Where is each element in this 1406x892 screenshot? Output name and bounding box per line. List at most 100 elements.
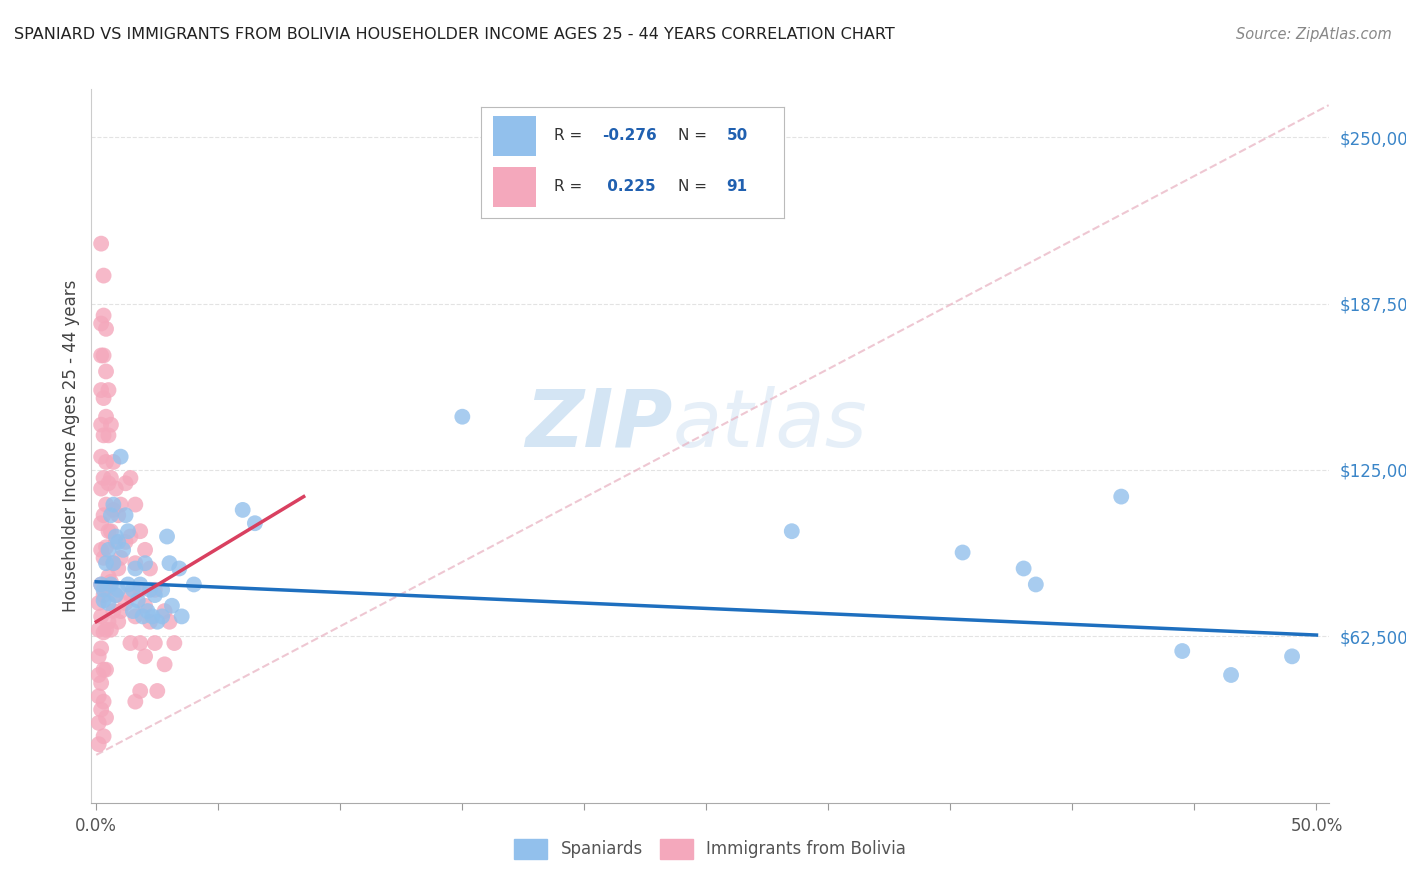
Point bbox=[232, 503, 254, 517]
Point bbox=[143, 582, 166, 597]
Point bbox=[163, 636, 186, 650]
Point bbox=[94, 663, 117, 677]
Point bbox=[90, 542, 112, 557]
Point bbox=[94, 540, 117, 554]
Point bbox=[93, 508, 115, 523]
Point bbox=[104, 529, 127, 543]
Point bbox=[451, 409, 474, 424]
Point bbox=[90, 676, 112, 690]
Point bbox=[97, 476, 120, 491]
Point bbox=[156, 529, 179, 543]
Point bbox=[170, 609, 193, 624]
Point bbox=[952, 545, 974, 559]
Point bbox=[139, 561, 162, 575]
Point bbox=[103, 503, 125, 517]
Point bbox=[97, 383, 120, 397]
Point bbox=[146, 615, 169, 629]
Point bbox=[1281, 649, 1303, 664]
Point bbox=[122, 604, 145, 618]
Point bbox=[90, 236, 112, 251]
Point bbox=[100, 577, 122, 591]
Point bbox=[94, 623, 117, 637]
Text: ZIP: ZIP bbox=[526, 385, 673, 464]
Point bbox=[100, 471, 122, 485]
Point bbox=[150, 609, 173, 624]
Point bbox=[124, 561, 146, 575]
Point bbox=[110, 450, 132, 464]
Point bbox=[110, 604, 132, 618]
Point bbox=[107, 508, 129, 523]
Point bbox=[87, 649, 110, 664]
Point bbox=[114, 534, 136, 549]
Legend: Spaniards, Immigrants from Bolivia: Spaniards, Immigrants from Bolivia bbox=[508, 832, 912, 866]
Point bbox=[97, 428, 120, 442]
Point bbox=[93, 309, 115, 323]
Point bbox=[93, 663, 115, 677]
Point bbox=[103, 498, 125, 512]
Point bbox=[146, 684, 169, 698]
Point bbox=[90, 641, 112, 656]
Point bbox=[120, 588, 142, 602]
Point bbox=[104, 482, 127, 496]
Point bbox=[93, 729, 115, 743]
Point bbox=[167, 561, 190, 575]
Point bbox=[93, 582, 115, 597]
Point bbox=[243, 516, 266, 531]
Point bbox=[153, 657, 176, 672]
Text: atlas: atlas bbox=[673, 385, 868, 464]
Point bbox=[134, 649, 156, 664]
Point bbox=[129, 636, 152, 650]
Point bbox=[103, 556, 125, 570]
Point bbox=[90, 577, 112, 591]
Point bbox=[90, 609, 112, 624]
Point bbox=[104, 534, 127, 549]
Point bbox=[117, 577, 139, 591]
Point bbox=[93, 428, 115, 442]
Point bbox=[93, 471, 115, 485]
Point bbox=[97, 569, 120, 583]
Point bbox=[114, 508, 136, 523]
Point bbox=[90, 703, 112, 717]
Point bbox=[1025, 577, 1047, 591]
Point bbox=[153, 604, 176, 618]
Point bbox=[100, 574, 122, 589]
Point bbox=[120, 636, 142, 650]
Point bbox=[127, 593, 149, 607]
Point bbox=[97, 615, 120, 629]
Point bbox=[90, 417, 112, 432]
Point bbox=[160, 599, 183, 613]
Point bbox=[129, 524, 152, 539]
Point bbox=[1109, 490, 1132, 504]
Point bbox=[107, 582, 129, 597]
Point bbox=[107, 561, 129, 575]
Point bbox=[110, 498, 132, 512]
Point bbox=[94, 409, 117, 424]
Point bbox=[94, 322, 117, 336]
Point bbox=[93, 391, 115, 405]
Point bbox=[87, 737, 110, 751]
Point bbox=[87, 715, 110, 730]
Point bbox=[87, 596, 110, 610]
Point bbox=[94, 582, 117, 597]
Point bbox=[90, 482, 112, 496]
Point bbox=[143, 588, 166, 602]
Point bbox=[103, 604, 125, 618]
Point bbox=[141, 609, 163, 624]
Point bbox=[150, 582, 173, 597]
Point bbox=[107, 615, 129, 629]
Point bbox=[87, 623, 110, 637]
Point bbox=[100, 417, 122, 432]
Point bbox=[114, 476, 136, 491]
Point bbox=[124, 556, 146, 570]
Point bbox=[159, 556, 181, 570]
Point bbox=[124, 695, 146, 709]
Point bbox=[120, 529, 142, 543]
Point bbox=[93, 550, 115, 565]
Point bbox=[90, 577, 112, 591]
Point bbox=[1220, 668, 1243, 682]
Point bbox=[93, 588, 115, 602]
Point bbox=[124, 498, 146, 512]
Point bbox=[90, 349, 112, 363]
Point bbox=[159, 615, 181, 629]
Point bbox=[103, 455, 125, 469]
